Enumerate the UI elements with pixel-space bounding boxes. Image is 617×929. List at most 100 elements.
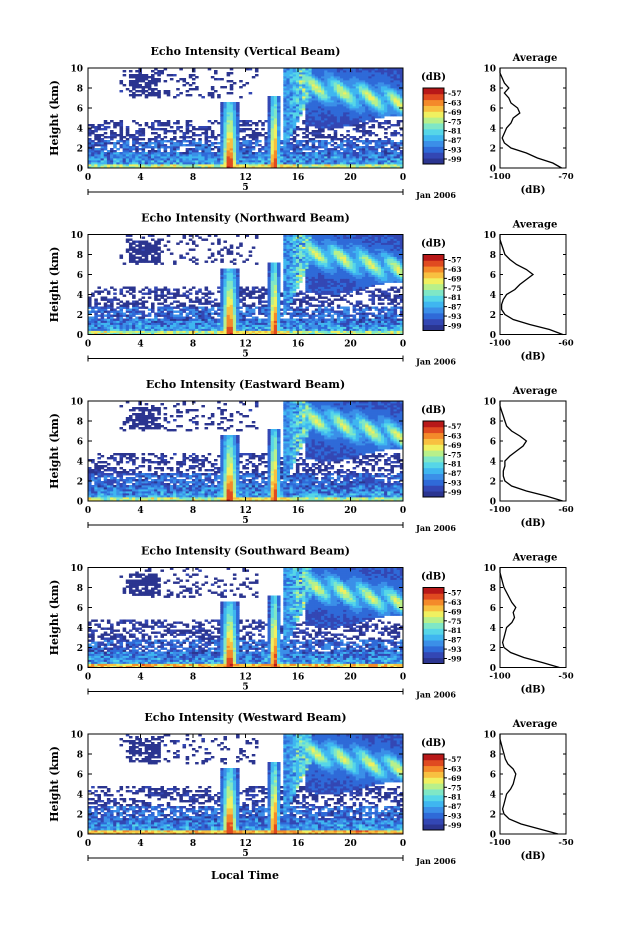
heatmap-cell	[236, 278, 240, 281]
heatmap-cell	[179, 68, 183, 71]
heatmap-cell	[273, 316, 278, 319]
heatmap-cell	[198, 306, 202, 309]
heatmap-cell	[277, 328, 281, 331]
heatmap-cell	[302, 314, 306, 317]
heatmap-cell	[321, 146, 325, 149]
heatmap-cell	[232, 294, 237, 297]
heatmap-cell	[232, 136, 237, 139]
heatmap-cell	[387, 98, 391, 101]
heatmap-cell	[151, 310, 155, 313]
heatmap-cell	[258, 156, 262, 159]
heatmap-cell	[128, 158, 133, 161]
heatmap-cell	[390, 100, 394, 103]
heatmap-cell	[295, 274, 300, 277]
heatmap-cell	[277, 106, 281, 109]
heatmap-cell	[358, 140, 363, 143]
heatmap-cell	[283, 156, 287, 159]
heatmap-cell	[355, 120, 360, 123]
heatmap-cell	[333, 150, 338, 153]
heatmap-cell	[138, 310, 142, 313]
heatmap-cell	[223, 140, 227, 143]
heatmap-cell	[327, 72, 331, 75]
heatmap-cell	[100, 156, 105, 159]
heatmap-cell	[286, 292, 290, 295]
heatmap-cell	[116, 152, 120, 155]
heatmap-cell	[380, 104, 385, 107]
heatmap-cell	[277, 284, 281, 287]
heatmap-cell	[365, 110, 369, 113]
heatmap-cell	[254, 68, 259, 71]
heatmap-cell	[251, 138, 256, 141]
heatmap-cell	[198, 134, 202, 137]
heatmap-cell	[248, 150, 253, 153]
heatmap-cell	[232, 306, 237, 309]
heatmap-cell	[305, 256, 309, 259]
heatmap-cell	[214, 162, 218, 165]
heatmap-cell	[264, 148, 268, 151]
heatmap-cell	[242, 152, 246, 155]
heatmap-cell	[191, 242, 196, 245]
heatmap-cell	[317, 126, 322, 129]
heatmap-cell	[179, 256, 183, 259]
heatmap-cell	[97, 318, 101, 321]
heatmap-cell	[138, 158, 142, 161]
heatmap-cell	[141, 304, 146, 307]
heatmap-cell	[223, 128, 227, 131]
heatmap-cell	[223, 118, 227, 121]
heatmap-cell	[188, 136, 193, 139]
heatmap-cell	[289, 324, 294, 327]
heatmap-cell	[207, 68, 212, 71]
heatmap-cell	[330, 122, 335, 125]
heatmap-cell	[333, 78, 338, 81]
heatmap-cell	[289, 250, 294, 253]
heatmap-cell	[324, 98, 328, 101]
heatmap-cell	[166, 304, 171, 307]
heatmap-cell	[106, 326, 111, 329]
heatmap-cell	[349, 160, 353, 163]
heatmap-cell	[166, 312, 171, 315]
heatmap-cell	[365, 148, 369, 151]
heatmap-cell	[384, 156, 388, 159]
heatmap-cell	[286, 256, 290, 259]
heatmap-cell	[295, 108, 300, 111]
heatmap-cell	[333, 88, 338, 91]
heatmap-cell	[267, 134, 272, 137]
heatmap-cell	[368, 104, 372, 107]
heatmap-cell	[226, 314, 231, 317]
heatmap-cell	[198, 126, 202, 129]
heatmap-cell	[384, 128, 388, 131]
heatmap-cell	[245, 324, 250, 327]
heatmap-cell	[138, 160, 142, 163]
heatmap-cell	[330, 110, 335, 113]
heatmap-cell	[106, 314, 111, 317]
heatmap-cell	[305, 110, 309, 113]
heatmap-cell	[245, 134, 250, 137]
heatmap-cell	[128, 244, 133, 247]
heatmap-cell	[352, 68, 357, 71]
heatmap-cell	[280, 318, 284, 321]
heatmap-cell	[273, 160, 278, 163]
heatmap-cell	[220, 104, 224, 107]
heatmap-cell	[185, 156, 190, 159]
heatmap-cell	[182, 140, 187, 143]
heatmap-cell	[125, 308, 130, 311]
heatmap-cell	[346, 92, 350, 95]
heatmap-cell	[330, 162, 335, 165]
heatmap-cell	[387, 74, 391, 77]
heatmap-cell	[336, 138, 341, 141]
heatmap-cell	[116, 324, 120, 327]
heatmap-cell	[305, 152, 309, 155]
heatmap-cell	[103, 310, 108, 313]
heatmap-cell	[201, 318, 205, 321]
heatmap-cell	[119, 82, 124, 85]
heatmap-cell	[321, 166, 325, 169]
heatmap-cell	[270, 110, 275, 113]
heatmap-cell	[223, 302, 227, 305]
heatmap-cell	[308, 100, 313, 103]
heatmap-cell	[226, 92, 231, 95]
heatmap-cell	[380, 152, 385, 155]
heatmap-cell	[119, 136, 124, 139]
heatmap-cell	[147, 234, 152, 237]
heatmap-cell	[100, 164, 105, 167]
heatmap-cell	[270, 138, 275, 141]
